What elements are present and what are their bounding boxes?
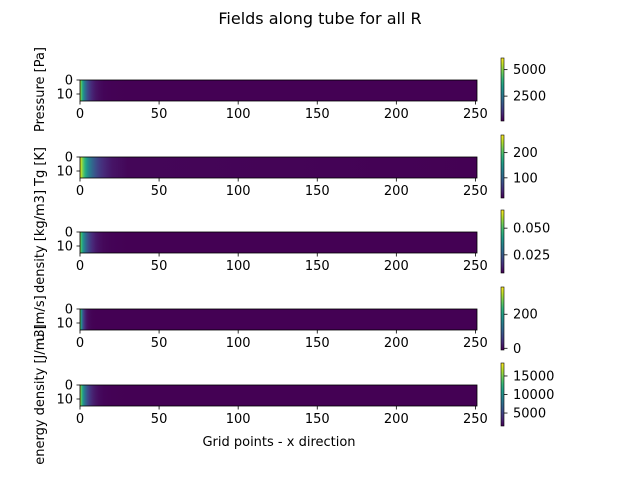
heatmap-image-4 <box>80 385 477 406</box>
x-tick-label: 200 <box>384 107 409 122</box>
colorbar-tick-label: 10000 <box>513 388 554 403</box>
y-tick-label: 0 <box>65 151 73 166</box>
y-axis-label-2: density [kg/m3] <box>33 190 48 293</box>
x-tick-label: 200 <box>384 412 409 427</box>
x-tick-label: 100 <box>226 336 251 351</box>
y-tick-label: 10 <box>56 240 73 255</box>
x-tick-label: 0 <box>76 412 84 427</box>
x-tick-label: 150 <box>305 184 330 199</box>
x-tick-label: 250 <box>463 107 488 122</box>
heatmap-image-2 <box>80 232 477 253</box>
x-tick-label: 50 <box>151 107 168 122</box>
heatmap-image-0 <box>80 80 477 101</box>
x-tick-label: 150 <box>305 259 330 274</box>
colorbar-1 <box>500 134 505 199</box>
x-axis-label: Grid points - x direction <box>202 435 355 450</box>
colorbar-tick-label: 15000 <box>513 369 554 384</box>
y-tick-label: 10 <box>56 317 73 332</box>
x-tick-label: 100 <box>226 107 251 122</box>
x-tick-label: 150 <box>305 336 330 351</box>
x-tick-label: 50 <box>151 259 168 274</box>
y-tick-label: 10 <box>56 88 73 103</box>
x-tick-label: 250 <box>463 336 488 351</box>
x-tick-label: 100 <box>226 412 251 427</box>
y-tick-label: 10 <box>56 393 73 408</box>
axes-frame-0 <box>79 79 478 102</box>
x-tick-label: 50 <box>151 336 168 351</box>
colorbar-tick-label: 0.050 <box>513 222 550 237</box>
y-tick-label: 0 <box>65 74 73 89</box>
y-axis-label-1: Tg [K] <box>33 147 48 187</box>
x-tick-label: 150 <box>305 107 330 122</box>
x-tick-label: 250 <box>463 412 488 427</box>
colorbar-tick-label: 0 <box>513 342 521 357</box>
colorbar-tick-label: 2500 <box>513 90 546 105</box>
colorbar-4 <box>500 362 505 427</box>
y-tick-label: 10 <box>56 165 73 180</box>
y-axis-label-3: u [m/s] <box>33 295 48 341</box>
colorbar-tick-label: 0.025 <box>513 248 550 263</box>
colorbar-2 <box>500 209 505 274</box>
colorbar-tick-label: 100 <box>513 171 538 186</box>
axes-frame-4 <box>79 384 478 407</box>
axes-frame-2 <box>79 231 478 254</box>
heatmap-image-3 <box>80 309 477 330</box>
y-axis-label-4: energy density [J/m3] <box>33 324 48 465</box>
heatmap-image-1 <box>80 157 477 178</box>
x-tick-label: 200 <box>384 259 409 274</box>
x-tick-label: 250 <box>463 184 488 199</box>
x-tick-label: 50 <box>151 184 168 199</box>
axes-frame-1 <box>79 156 478 179</box>
colorbar-tick-label: 200 <box>513 308 538 323</box>
x-tick-label: 150 <box>305 412 330 427</box>
x-tick-label: 200 <box>384 184 409 199</box>
colorbar-tick-label: 200 <box>513 146 538 161</box>
colorbar-tick-label: 5000 <box>513 63 546 78</box>
x-tick-label: 0 <box>76 259 84 274</box>
x-tick-label: 0 <box>76 107 84 122</box>
y-axis-label-0: Pressure [Pa] <box>33 47 48 132</box>
x-tick-label: 50 <box>151 412 168 427</box>
colorbar-3 <box>500 286 505 351</box>
colorbar-0 <box>500 57 505 122</box>
figure-title: Fields along tube for all R <box>218 9 421 28</box>
x-tick-label: 200 <box>384 336 409 351</box>
colorbar-tick-label: 5000 <box>513 407 546 422</box>
y-tick-label: 0 <box>65 303 73 318</box>
x-tick-label: 100 <box>226 259 251 274</box>
x-tick-label: 100 <box>226 184 251 199</box>
x-tick-label: 250 <box>463 259 488 274</box>
axes-frame-3 <box>79 308 478 331</box>
y-tick-label: 0 <box>65 379 73 394</box>
x-tick-label: 0 <box>76 336 84 351</box>
y-tick-label: 0 <box>65 226 73 241</box>
x-tick-label: 0 <box>76 184 84 199</box>
